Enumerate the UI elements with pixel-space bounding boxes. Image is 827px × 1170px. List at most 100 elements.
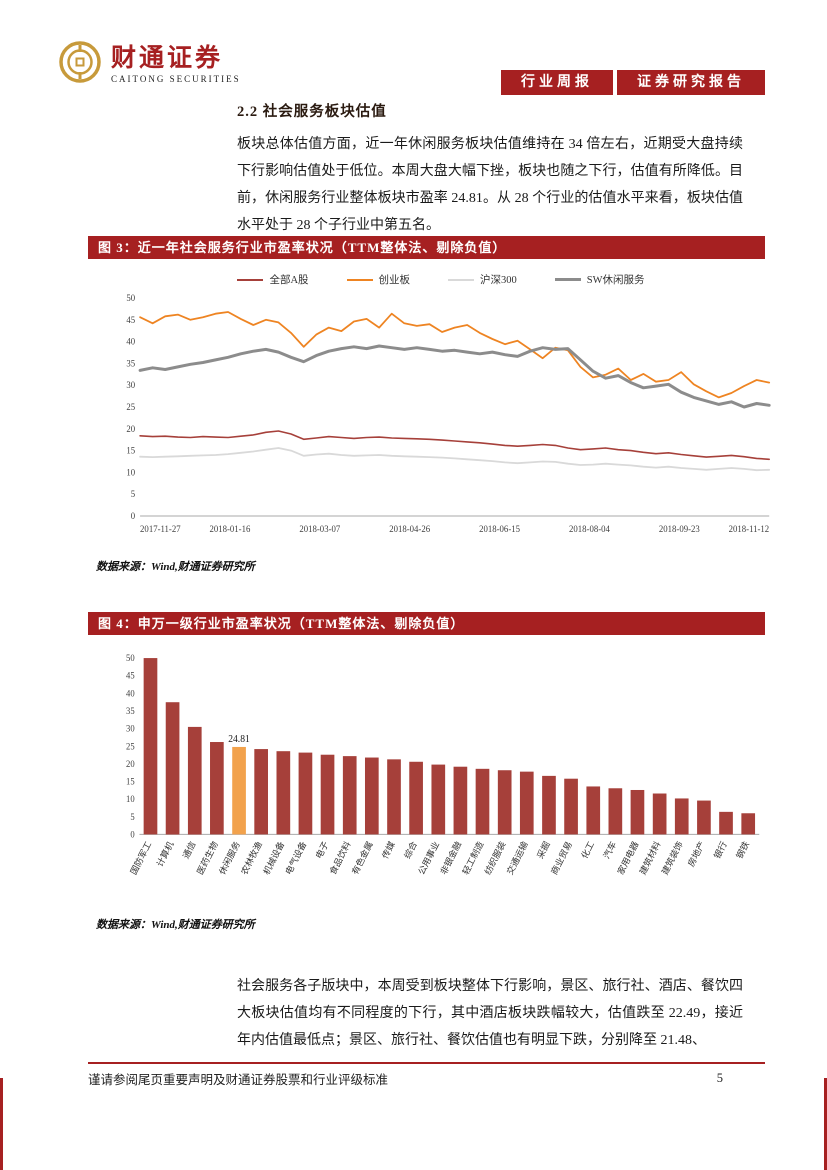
caitong-logo: 财通证券 CAITONG SECURITIES [58,40,241,89]
x-category-label: 农林牧渔 [238,839,264,876]
y-tick-label: 45 [126,671,135,681]
x-category-label: 通信 [180,839,198,860]
legend-swatch [237,278,264,281]
bar-家用电器 [630,789,645,835]
fig3-line-chart: 0 5 10 15 20 25 30 35 40 45 50 2017-11-27 2018-01-16… [105,290,777,540]
x-category-label: 化工 [579,839,597,860]
y-tick-label: 15 [126,445,135,455]
bar-通信 [187,726,202,835]
bar-传媒 [387,759,401,835]
legend-item: 全部A股 [237,272,309,287]
page-footer: 谨请参阅尾页重要声明及财通证券股票和行业评级标准 5 [88,1069,765,1088]
y-tick-label: 30 [126,380,135,390]
y-tick-label: 20 [126,424,135,434]
y-tick-label: 0 [131,511,136,521]
y-tick-label: 15 [126,776,135,786]
footer-disclaimer: 谨请参阅尾页重要声明及财通证券股票和行业评级标准 [88,1073,389,1087]
bar-医药生物 [210,742,224,835]
x-tick-label: 2018-03-07 [299,524,340,534]
bar-电子 [320,754,335,835]
x-category-label: 交通运输 [504,839,530,876]
brand-name-en: CAITONG SECURITIES [111,74,241,85]
legend-item: 创业板 [346,272,411,287]
legend-item: SW休闲服务 [554,272,645,287]
bar-休闲服务 [232,746,246,835]
x-category-label: 公用事业 [416,839,442,876]
series-line-沪深300 [139,447,771,472]
figure3-banner: 图 3：近一年社会服务行业市盈率状况（TTM整体法、剔除负值） [88,236,765,259]
series-line-SW休闲服务 [138,344,771,409]
x-category-label: 家用电器 [615,839,641,876]
edge-mark-right [824,1078,827,1170]
x-category-label: 食品饮料 [327,839,353,876]
bar-银行 [719,811,733,835]
bar-汽车 [608,788,623,835]
bar-食品饮料 [342,756,357,835]
x-category-label: 纺织服装 [482,839,508,876]
bar-综合 [409,761,423,835]
y-tick-label: 50 [126,293,135,303]
bar-建筑装饰 [674,798,689,835]
legend-swatch [448,278,475,281]
x-category-label: 综合 [401,839,419,860]
x-category-label: 国防军工 [128,839,154,876]
bar-机械设备 [276,751,291,835]
legend-label: 创业板 [378,275,411,286]
bar-有色金属 [364,757,379,835]
badge-research-report: 证券研究报告 [617,70,765,95]
legend-swatch [346,278,373,281]
y-tick-label: 40 [126,688,135,698]
y-tick-label: 5 [130,812,135,822]
paragraph-2: 社会服务各子版块中，本周受到板块整体下行影响，景区、旅行社、酒店、餐饮四大板块估… [237,979,743,1048]
footer-page-number: 5 [716,1071,723,1085]
highlight-value-label: 24.81 [228,734,250,745]
x-tick-label: 2018-06-15 [479,524,520,534]
y-tick-label: 10 [126,467,135,477]
x-tick-label: 2018-09-23 [659,524,700,534]
y-tick-label: 45 [126,315,135,325]
bar-非银金融 [453,766,468,835]
line-chart-svg: 0 5 10 15 20 25 30 35 40 45 50 2017-11-27 2018-01-16… [126,293,771,534]
bar-建筑材料 [652,793,667,835]
header-badges: 行业周报 证券研究报告 [501,70,765,95]
fig3-legend: 全部A股 创业板 沪深300 SW休闲服务 [105,272,777,287]
fig3-source-note: 数据来源：Wind,财通证券研究所 [96,561,255,573]
bar-纺织服装 [497,770,512,835]
y-tick-label: 10 [126,794,135,804]
x-category-label: 汽车 [601,839,619,860]
brand-name-cn: 财通证券 [111,44,224,72]
x-tick-label: 2018-11-12 [729,524,770,534]
y-tick-label: 50 [126,653,135,663]
bar-农林牧渔 [254,749,268,835]
bar-公用事业 [431,764,446,835]
x-category-label: 机械设备 [261,839,287,876]
legend-swatch [554,278,581,281]
y-tick-label: 20 [126,759,135,769]
x-category-label: 采掘 [534,839,552,860]
x-category-label: 商业贸易 [548,839,574,876]
page-header: 财通证券 CAITONG SECURITIES 行业周报 证券研究报告 [58,40,765,95]
y-tick-label: 35 [126,706,135,716]
x-category-label: 建筑材料 [637,839,663,876]
x-category-label: 房地产 [685,839,707,868]
bar-国防军工 [143,658,158,835]
y-tick-label: 35 [126,358,135,368]
x-category-label: 医药生物 [194,839,220,876]
bar-计算机 [165,702,180,835]
x-category-label: 休闲服务 [216,839,242,876]
legend-label: SW休闲服务 [586,275,645,286]
bar-商业贸易 [564,778,578,835]
x-tick-label: 2018-08-04 [569,524,610,534]
y-tick-label: 5 [131,489,136,499]
x-category-label: 有色金属 [349,839,375,876]
x-category-label: 电子 [313,839,331,860]
caitong-logo-icon [58,40,102,89]
y-tick-label: 40 [126,336,135,346]
x-category-label: 钢铁 [733,839,751,860]
fig4-source-note: 数据来源：Wind,财通证券研究所 [96,919,255,931]
series-line-创业板 [139,311,771,399]
bar-钢铁 [741,813,756,835]
x-tick-label: 2018-04-26 [389,524,430,534]
x-category-label: 电气设备 [283,839,309,876]
